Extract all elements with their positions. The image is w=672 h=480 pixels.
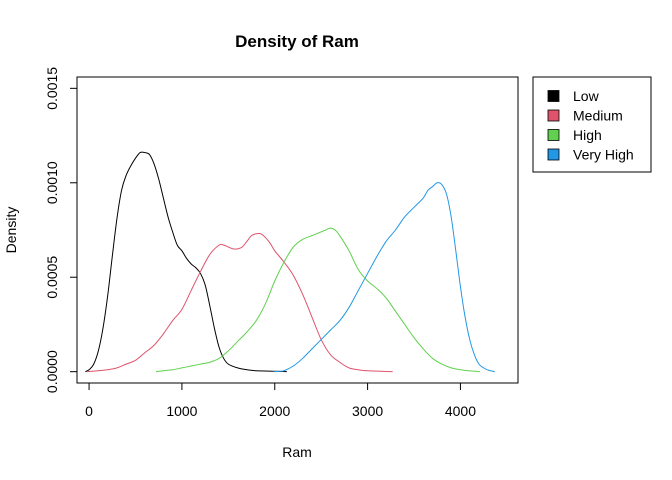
y-tick-label: 0.0010 [44,161,60,204]
legend-swatch-high [547,129,560,141]
legend-label-low: Low [573,88,600,104]
x-tick-label: 3000 [352,403,383,419]
series-layer [85,151,495,373]
x-tick-label: 0 [85,403,93,419]
legend-swatch-medium [547,109,560,122]
y-axis-label: Density [3,207,19,254]
x-tick-label: 4000 [445,403,476,419]
series-line-very-high [272,182,495,373]
series-line-high [155,227,480,373]
plot-frame [76,76,519,384]
legend-label-medium: Medium [573,108,623,124]
series-line-medium [87,232,393,373]
y-tick-label: 0.0000 [44,350,60,393]
y-axis: 0.0000 0.0005 0.0010 0.0015 [44,67,78,393]
x-axis: 0 1000 2000 3000 4000 [85,382,476,419]
legend: Low Medium High Very High [532,76,652,173]
y-tick-label: 0.0005 [44,256,60,299]
legend-label-very-high: Very High [573,147,634,163]
chart-title: Density of Ram [235,32,359,51]
x-tick-label: 1000 [166,403,197,419]
legend-label-high: High [573,127,602,143]
x-tick-label: 2000 [259,403,290,419]
y-tick-label: 0.0015 [44,67,60,110]
x-axis-label: Ram [282,444,312,460]
legend-swatch-very-high [547,148,560,161]
legend-swatch-low [547,90,560,102]
series-line-low [85,151,287,373]
